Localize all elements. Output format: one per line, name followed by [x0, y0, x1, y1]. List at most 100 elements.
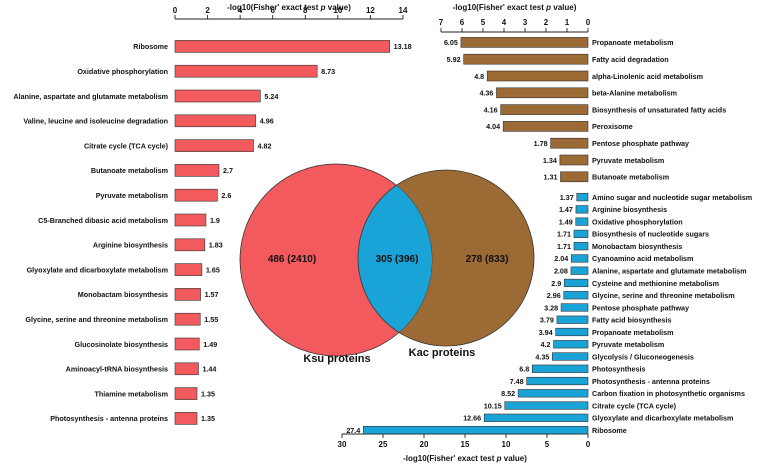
value-label: 4.8 — [474, 72, 484, 81]
category-label: Glyoxylate and dicarboxylate metabolism — [27, 265, 168, 274]
category-label: Thiamine metabolism — [95, 389, 169, 398]
chart-bottom-right: 30 25 20 15 10 5 0 -log10(Fisher' exact test p … — [338, 193, 753, 463]
category-label: Biosynthesis of unsaturated fatty acids — [592, 105, 726, 114]
category-label: Oxidative phosphorylation — [77, 67, 168, 76]
bar — [570, 254, 589, 263]
value-label: 4.36 — [479, 89, 493, 98]
category-label: Photosynthesis — [592, 365, 646, 374]
venn-diagram: 486 (2410) 305 (396) 278 (833) Ksu prote… — [239, 163, 535, 365]
category-label: Citrate cycle (TCA cycle) — [84, 141, 169, 150]
bar — [560, 171, 589, 183]
x-axis-title: -log10(Fisher' exact test p value) — [453, 3, 577, 12]
category-label: Glucosinolate biosynthesis — [75, 340, 168, 349]
category-label: Cysteine and methionine metabolism — [592, 279, 719, 288]
venn-overlap-count: 305 (396) — [376, 254, 419, 265]
x-tick-label: 10 — [502, 440, 511, 449]
value-label: 1.71 — [557, 242, 571, 251]
x-axis-title: -log10(Fisher' exact test p value) — [403, 454, 527, 463]
x-tick-label: 2 — [544, 18, 549, 27]
category-label: Valine, leucine and isoleucine degradati… — [23, 117, 168, 126]
bar — [553, 340, 589, 349]
category-label: Ribosome — [133, 42, 168, 51]
bar-charts: 0 2 4 6 8 10 12 14-log10(Fisher' exact test p v… — [13, 3, 752, 463]
value-label: 4.16 — [484, 105, 498, 114]
value-label: 1.65 — [206, 265, 220, 274]
x-tick-label: 25 — [379, 440, 388, 449]
x-tick-label: 0 — [586, 440, 591, 449]
venn-overlap-outline — [357, 169, 432, 347]
bar — [563, 278, 589, 288]
value-label: 1.37 — [560, 193, 574, 202]
value-label: 1.57 — [205, 290, 219, 299]
value-label: 4.04 — [486, 122, 500, 131]
category-label: Alanine, aspartate and glutamate metabol… — [13, 92, 168, 101]
category-label: Glycine, serine and threonine metabolism — [592, 291, 735, 300]
bar — [483, 413, 589, 422]
bar — [174, 387, 198, 400]
category-label: Monobactam biosynthesis — [78, 290, 168, 299]
bar — [555, 327, 589, 337]
category-label: Fatty acid biosynthesis — [592, 316, 671, 325]
category-label: beta-Alanine metabolism — [592, 89, 677, 98]
bar — [174, 139, 254, 152]
value-label: 1.71 — [557, 230, 571, 239]
x-tick-label: 0 — [173, 6, 178, 15]
bar — [174, 312, 201, 326]
bar — [575, 205, 589, 214]
category-label: Butanoate metabolism — [592, 173, 669, 182]
value-label: 2.96 — [547, 291, 561, 300]
bar — [174, 263, 203, 276]
value-label: 4.35 — [535, 352, 549, 361]
bar — [563, 291, 589, 300]
value-label: 1.49 — [559, 217, 573, 226]
bar — [174, 114, 257, 128]
value-label: 5.92 — [447, 55, 461, 64]
x-tick-label: 30 — [338, 440, 347, 449]
category-label: Propanoate metabolism — [592, 38, 673, 47]
bar — [363, 425, 589, 435]
category-label: Pentose phosphate pathway — [592, 303, 689, 312]
category-label: Pyruvate metabolism — [592, 340, 664, 349]
value-label: 3.79 — [540, 316, 554, 325]
value-label: 1.55 — [204, 315, 218, 324]
value-label: 27.4 — [346, 426, 360, 435]
bar — [575, 217, 589, 226]
value-label: 4.96 — [260, 117, 274, 126]
value-label: 5.24 — [264, 92, 278, 101]
value-label: 1.35 — [201, 414, 215, 423]
category-label: Glycine, serine and threonine metabolism — [25, 315, 168, 324]
x-tick-label: 14 — [399, 6, 408, 15]
x-tick-label: 5 — [481, 18, 486, 27]
bar — [486, 70, 589, 82]
chart-left: 0 2 4 6 8 10 12 14 -log10(Fisher' exact test p v… — [13, 3, 412, 425]
category-label: Arginine biosynthesis — [93, 241, 168, 250]
bar — [174, 64, 318, 78]
bar — [502, 121, 589, 132]
bar — [573, 229, 589, 239]
category-label: Pentose phosphate pathway — [592, 139, 689, 148]
bar — [573, 242, 589, 251]
value-label: 2.08 — [554, 266, 568, 275]
x-tick-label: 5 — [545, 440, 550, 449]
category-label: Arginine biosynthesis — [592, 205, 667, 214]
x-tick-label: 20 — [420, 440, 429, 449]
value-label: 1.49 — [203, 340, 217, 349]
bar — [570, 266, 589, 275]
bar — [174, 213, 207, 227]
category-label: alpha-Linolenic acid metabolism — [592, 72, 703, 81]
category-label: Photosynthesis - antenna proteins — [50, 414, 168, 423]
category-label: Ribosome — [592, 426, 627, 435]
value-label: 1.47 — [559, 205, 573, 214]
category-label: C5-Branched dibasic acid metabolism — [38, 216, 168, 225]
bar — [174, 337, 200, 351]
value-label: 2.6 — [221, 191, 231, 200]
bar — [496, 87, 589, 99]
x-tick-label: 3 — [523, 18, 528, 27]
bar — [174, 412, 198, 425]
value-label: 2.9 — [551, 279, 561, 288]
chart-top-right: 7 6 5 4 3 2 1 0 -log10(Fisher' exact test p valu… — [439, 3, 726, 183]
venn-overlap — [358, 170, 432, 346]
bar — [504, 401, 589, 410]
venn-kac-name: Kac proteins — [409, 347, 476, 359]
category-label: Photosynthesis - antenna proteins — [592, 377, 710, 386]
